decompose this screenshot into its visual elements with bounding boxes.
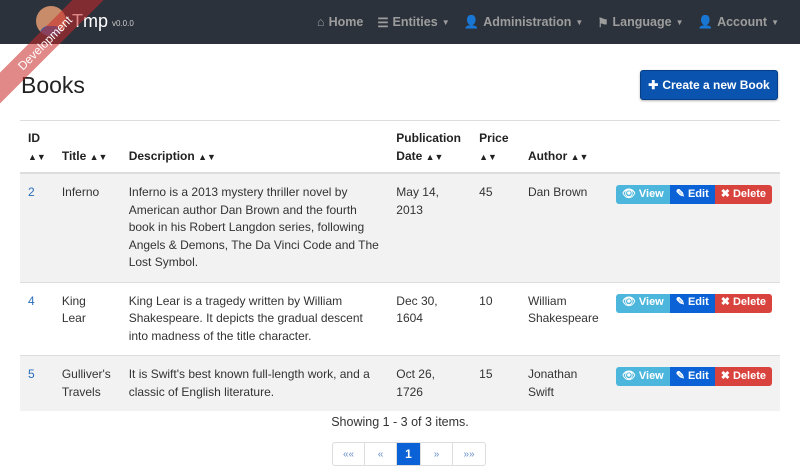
delete-button[interactable]: ✖ Delete (714, 293, 772, 313)
eye-icon: 👁 (621, 369, 636, 382)
view-button[interactable]: 👁 View (615, 293, 670, 313)
user-plus-icon: 👤 (463, 14, 480, 29)
header-id[interactable]: ID ▲▼ (20, 120, 54, 174)
header-actions (607, 120, 780, 174)
cell-author: William Shakespeare (519, 281, 608, 356)
header-description[interactable]: Description ▲▼ (120, 120, 389, 174)
edit-button[interactable]: ✎ Edit (669, 367, 715, 386)
home-icon: ⌂ (317, 15, 325, 29)
caret-down-icon: ▼ (771, 17, 779, 27)
cell-title: Gulliver's Travels (53, 355, 121, 411)
table-row: 4 King Lear King Lear is a tragedy writt… (20, 281, 780, 356)
x-icon: ✖ (720, 296, 730, 309)
cell-author: Jonathan Swift (519, 355, 608, 411)
flag-icon: ⚑ (597, 15, 609, 30)
cell-price: 15 (471, 355, 520, 411)
sort-icon: ▲▼ (479, 152, 497, 162)
cell-price: 45 (471, 172, 520, 282)
header-publication-date[interactable]: Publication Date ▲▼ (388, 120, 472, 174)
sort-icon: ▲▼ (89, 152, 108, 162)
sort-icon: ▲▼ (28, 152, 46, 162)
cell-date: Dec 30, 1604 (388, 281, 472, 356)
page-button[interactable]: »» (463, 448, 475, 460)
page-title: Books (21, 72, 85, 98)
caret-down-icon: ▼ (575, 17, 584, 27)
cell-author: Dan Brown (519, 172, 608, 282)
nav-entities[interactable]: ☰ Entities ▼ (377, 15, 450, 30)
nav-language[interactable]: ⚑ Language ▼ (597, 15, 684, 30)
navbar: Tmp v0.0.0 ⌂ Home ☰ Entities ▼ 👤 Administratio… (0, 0, 800, 44)
cell-title: King Lear (53, 281, 121, 356)
header-price[interactable]: Price ▲▼ (471, 120, 520, 174)
table-row: 2 Inferno Inferno is a 2013 mystery thri… (20, 172, 780, 282)
page-button[interactable]: 1 (397, 443, 421, 465)
header-title[interactable]: Title ▲▼ (53, 120, 121, 174)
x-icon: ✖ (720, 369, 730, 382)
x-icon: ✖ (720, 187, 730, 200)
book-id-link[interactable]: 5 (28, 367, 35, 381)
table-row: 5 Gulliver's Travels It is Swift's best … (20, 355, 780, 411)
pencil-icon: ✎ (675, 296, 685, 309)
view-button[interactable]: 👁 View (615, 185, 670, 204)
cell-description: King Lear is a tragedy written by Willia… (120, 281, 389, 356)
sort-icon: ▲▼ (198, 152, 216, 162)
header-author[interactable]: Author ▲▼ (519, 120, 608, 174)
showing-count: Showing 1 - 3 of 3 items. (331, 415, 469, 429)
nav-account[interactable]: 👤 Account ▼ (697, 14, 780, 30)
sort-icon: ▲▼ (425, 152, 444, 162)
nav-menu: ⌂ Home ☰ Entities ▼ 👤 Administration ▼ ⚑ Language… (310, 0, 786, 44)
page-button[interactable]: « (365, 443, 397, 465)
delete-button[interactable]: ✖ Delete (714, 185, 772, 204)
pencil-icon: ✎ (675, 369, 685, 382)
create-label: Create a new Book (662, 78, 770, 92)
cell-price: 10 (471, 281, 520, 356)
cell-description: It is Swift's best known full-length wor… (120, 355, 389, 411)
list-icon: ☰ (377, 15, 389, 30)
page-button[interactable]: «« (333, 443, 365, 465)
plus-icon: ✚ (648, 78, 659, 92)
cell-date: Oct 26, 1726 (388, 355, 472, 411)
eye-icon: 👁 (621, 296, 636, 309)
delete-button[interactable]: ✖ Delete (714, 367, 772, 386)
user-icon: 👤 (697, 14, 714, 29)
pagination: «« «1»»» (332, 442, 486, 466)
edit-button[interactable]: ✎ Edit (669, 185, 715, 204)
cell-date: May 14, 2013 (388, 172, 472, 282)
eye-icon: 👁 (621, 187, 636, 200)
caret-down-icon: ▼ (675, 17, 684, 27)
page-button[interactable]: » (421, 443, 453, 465)
book-id-link[interactable]: 2 (28, 185, 35, 199)
create-book-button[interactable]: ✚ Create a new Book (640, 70, 778, 100)
books-table: ID ▲▼ Title ▲▼ Description ▲▼ Publication… (20, 120, 780, 411)
view-button[interactable]: 👁 View (615, 367, 670, 386)
book-id-link[interactable]: 4 (28, 293, 35, 308)
cell-description: Inferno is a 2013 mystery thriller novel… (120, 172, 389, 282)
version: v0.0.0 (112, 18, 134, 28)
nav-home[interactable]: ⌂ Home (317, 15, 364, 29)
nav-administration[interactable]: 👤 Administration ▼ (463, 14, 584, 30)
edit-button[interactable]: ✎ Edit (669, 293, 715, 313)
caret-down-icon: ▼ (441, 17, 450, 27)
sort-icon: ▲▼ (570, 152, 589, 162)
cell-title: Inferno (53, 172, 121, 282)
pencil-icon: ✎ (675, 187, 685, 200)
